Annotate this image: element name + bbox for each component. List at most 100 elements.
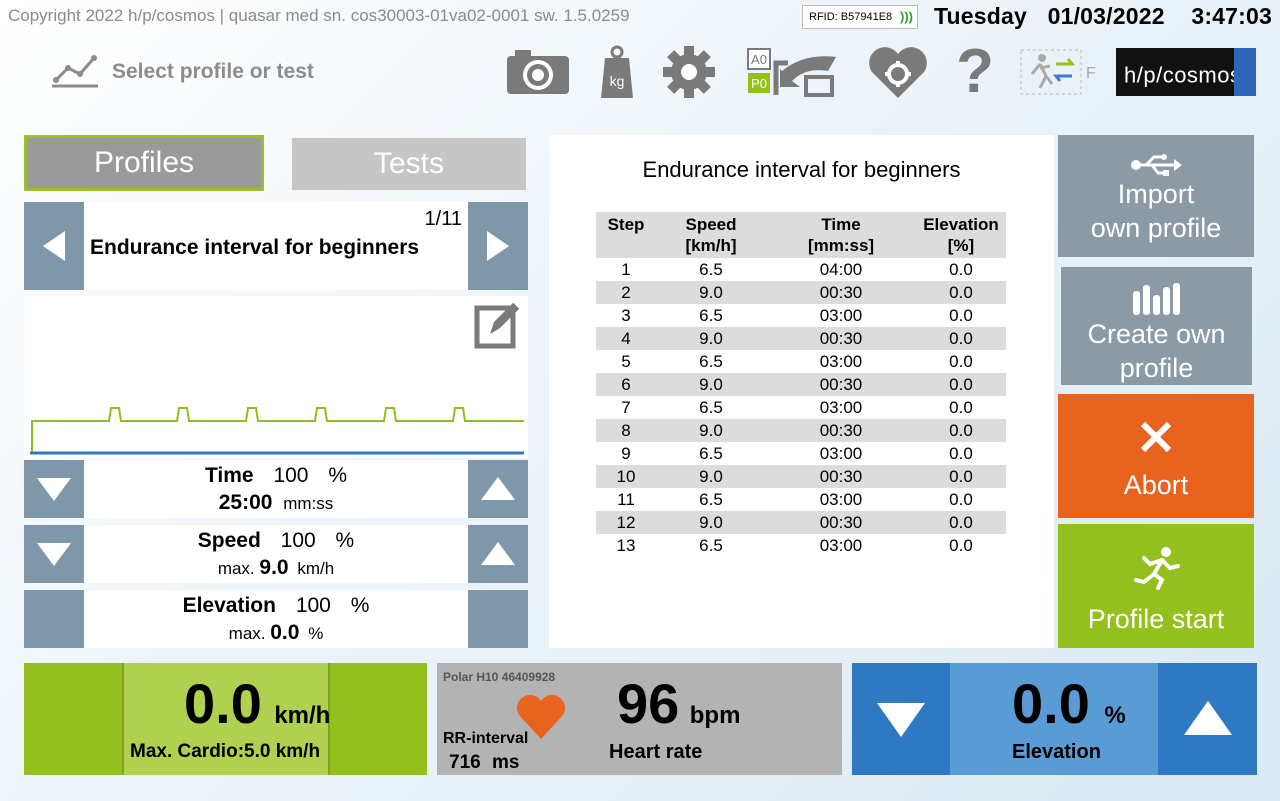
a0-p0-reset-icon[interactable]: A0 P0	[746, 42, 840, 102]
tab-tests[interactable]: Tests	[292, 138, 526, 190]
heart-icon	[515, 693, 567, 746]
time-adjust: Time 100 % 25:00 mm:ss	[84, 460, 468, 518]
speed-value: 0.0	[184, 672, 262, 735]
table-cell: 9	[621, 444, 631, 463]
next-profile-button[interactable]	[468, 202, 528, 290]
elevation-value: 0.0	[1012, 672, 1090, 735]
help-icon[interactable]: ?	[952, 37, 998, 106]
elevation-pct-sign: %	[350, 594, 370, 617]
tab-profiles[interactable]: Profiles	[24, 135, 264, 191]
elevation-down-button[interactable]	[852, 663, 950, 775]
time-label: Time	[204, 464, 254, 487]
table-cell: 0.0	[949, 444, 973, 463]
elevation-display: 0.0 % Elevation	[950, 663, 1158, 775]
abort-button[interactable]: Abort	[1058, 394, 1254, 518]
elevation-max-value: 0.0	[270, 621, 300, 644]
create-line1: Create own	[1087, 319, 1226, 349]
runner-direction-icon[interactable]: F	[1020, 42, 1100, 102]
previous-profile-button[interactable]	[24, 202, 84, 290]
table-row: 3 6.5 03:00 0.0	[596, 304, 1006, 327]
table-cell: 0.0	[916, 281, 1006, 304]
elevation-status-panel: 0.0 % Elevation	[852, 663, 1257, 775]
table-row: 7 6.5 03:00 0.0	[596, 396, 1006, 419]
heart-settings-icon[interactable]	[866, 42, 930, 102]
table-cell: 9.0	[656, 373, 766, 396]
speed-status-panel: 0.0 km/h Max. Cardio:5.0 km/h	[24, 663, 427, 775]
column-header: Time [mm:ss]	[766, 212, 916, 258]
logo-text: h/p/cosmos	[1124, 62, 1242, 88]
create-line2: profile	[1119, 353, 1194, 383]
table-cell: 2	[596, 281, 656, 304]
speed-display: 0.0 km/h Max. Cardio:5.0 km/h	[122, 663, 330, 775]
elevation-decrease-button-disabled	[24, 590, 84, 648]
table-cell: 9.0	[656, 327, 766, 350]
heart-rate-unit: bpm	[689, 702, 741, 729]
arrow-down-icon	[37, 478, 71, 501]
create-profile-button[interactable]: Create own profile	[1061, 267, 1252, 385]
day-label: Tuesday	[934, 3, 1028, 29]
time-value: 25:00	[218, 491, 273, 514]
time-increase-button[interactable]	[468, 460, 528, 518]
import-line2: own profile	[1090, 213, 1222, 243]
table-cell: 0.0	[916, 327, 1006, 350]
table-cell: 03:00	[819, 490, 863, 509]
p0-label: P0	[751, 76, 767, 91]
table-cell: 04:00	[819, 260, 863, 279]
table-cell: 00:30	[766, 465, 916, 488]
rr-interval-value: 716	[449, 752, 481, 773]
table-cell: 0.0	[949, 536, 973, 555]
hr-device-label: Polar H10 46409928	[443, 670, 556, 684]
heart-rate-panel: Polar H10 46409928 RR-interval 716 ms 96…	[437, 663, 842, 775]
edit-icon[interactable]	[474, 298, 522, 355]
nfc-icon: )))	[900, 9, 913, 24]
elevation-percent: 100	[295, 594, 331, 617]
speed-pct-sign: %	[335, 529, 355, 552]
time-label: 3:47:03 PM	[1191, 3, 1280, 29]
usb-icon	[1058, 153, 1254, 177]
table-cell: 0.0	[949, 352, 973, 371]
table-row: 11 6.5 03:00 0.0	[596, 488, 1006, 511]
arrow-up-icon	[481, 542, 515, 565]
arrow-up-icon	[481, 477, 515, 500]
table-cell: 7	[621, 398, 631, 417]
table-cell: 3	[621, 306, 631, 325]
time-decrease-button[interactable]	[24, 460, 84, 518]
weight-kg-icon[interactable]: kg	[598, 42, 636, 102]
table-cell: 8	[596, 419, 656, 442]
speed-decrease-button[interactable]	[24, 525, 84, 583]
table-cell: 12	[596, 511, 656, 534]
table-cell: 5	[621, 352, 631, 371]
elevation-adjust: Elevation 100 % max. 0.0 %	[84, 590, 468, 648]
table-row: 12 9.0 00:30 0.0	[596, 511, 1006, 534]
table-cell: 00:30	[766, 281, 916, 304]
import-line1: Import	[1117, 179, 1195, 209]
arrow-up-icon	[1183, 701, 1232, 735]
table-title: Endurance interval for beginners	[642, 157, 961, 182]
profile-steps-table: Step Speed [km/h] Time [mm:ss] Elevation [%…	[596, 212, 1006, 557]
table-cell: 00:30	[766, 511, 916, 534]
rfid-label: RFID: B57941E8	[809, 11, 893, 23]
table-cell: 6.5	[699, 398, 723, 417]
help-glyph: ?	[956, 37, 994, 106]
table-row: 2 9.0 00:30 0.0	[596, 281, 1006, 304]
table-cell: 0.0	[916, 511, 1006, 534]
table-cell: 0.0	[949, 306, 973, 325]
hp-cosmos-logo: h/p/cosmos®	[1116, 48, 1256, 96]
table-cell: 6.5	[699, 306, 723, 325]
table-cell: 9.0	[656, 511, 766, 534]
table-cell: 6.5	[699, 536, 723, 555]
profile-preview-chart	[24, 296, 528, 458]
runner-icon	[1058, 546, 1254, 590]
profile-display: 1/11 Endurance interval for beginners	[84, 202, 468, 290]
a0-label: A0	[751, 52, 767, 67]
profile-start-button[interactable]: Profile start	[1058, 524, 1254, 648]
elevation-up-button[interactable]	[1158, 663, 1257, 775]
settings-gear-icon[interactable]	[660, 42, 718, 102]
table-cell: 9.0	[656, 465, 766, 488]
camera-icon[interactable]	[504, 42, 572, 102]
table-row: 6 9.0 00:30 0.0	[596, 373, 1006, 396]
import-profile-button[interactable]: Import own profile	[1058, 135, 1254, 257]
table-row: 9 6.5 03:00 0.0	[596, 442, 1006, 465]
speed-percent: 100	[280, 529, 316, 552]
speed-increase-button[interactable]	[468, 525, 528, 583]
